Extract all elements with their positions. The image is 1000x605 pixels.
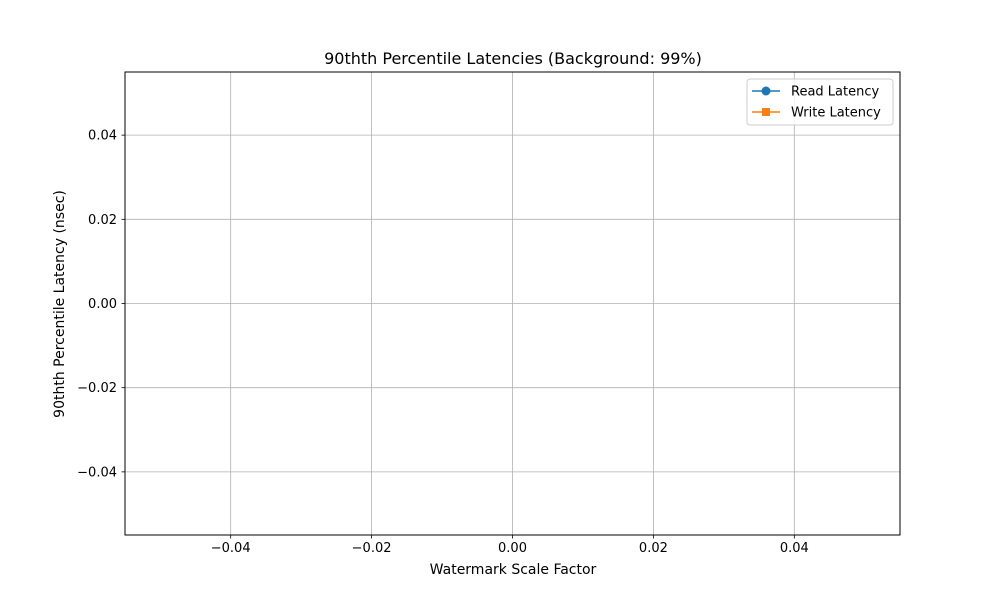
legend: Read Latency Write Latency: [746, 78, 894, 126]
x-tick-label: 0.02: [639, 541, 668, 556]
y-tick-label: 0.00: [88, 297, 117, 312]
x-tick-label: 0.04: [780, 541, 809, 556]
y-tick-label: −0.04: [77, 465, 117, 480]
legend-box: [746, 78, 894, 126]
x-tick-label: −0.04: [211, 541, 251, 556]
y-tick-label: 0.02: [88, 213, 117, 228]
y-tick-label: 0.04: [88, 129, 117, 144]
y-tick-label: −0.02: [77, 381, 117, 396]
x-axis-label: Watermark Scale Factor: [430, 562, 597, 578]
legend-write-marker: [762, 108, 770, 116]
x-tick-label: −0.02: [352, 541, 392, 556]
x-tick-label: 0.00: [498, 541, 527, 556]
legend-read-marker: [761, 86, 771, 96]
y-axis-label: 90thth Percentile Latency (nsec): [52, 190, 68, 418]
legend-read-label: Read Latency: [791, 85, 879, 100]
chart-title: 90thth Percentile Latencies (Background:…: [324, 49, 702, 68]
x-axis-ticks: −0.04 −0.02 0.00 0.02 0.04: [211, 535, 809, 556]
legend-write-label: Write Latency: [791, 106, 881, 121]
y-axis-ticks: 0.04 0.02 0.00 −0.02 −0.04: [77, 129, 125, 480]
grid-lines: [125, 72, 900, 535]
